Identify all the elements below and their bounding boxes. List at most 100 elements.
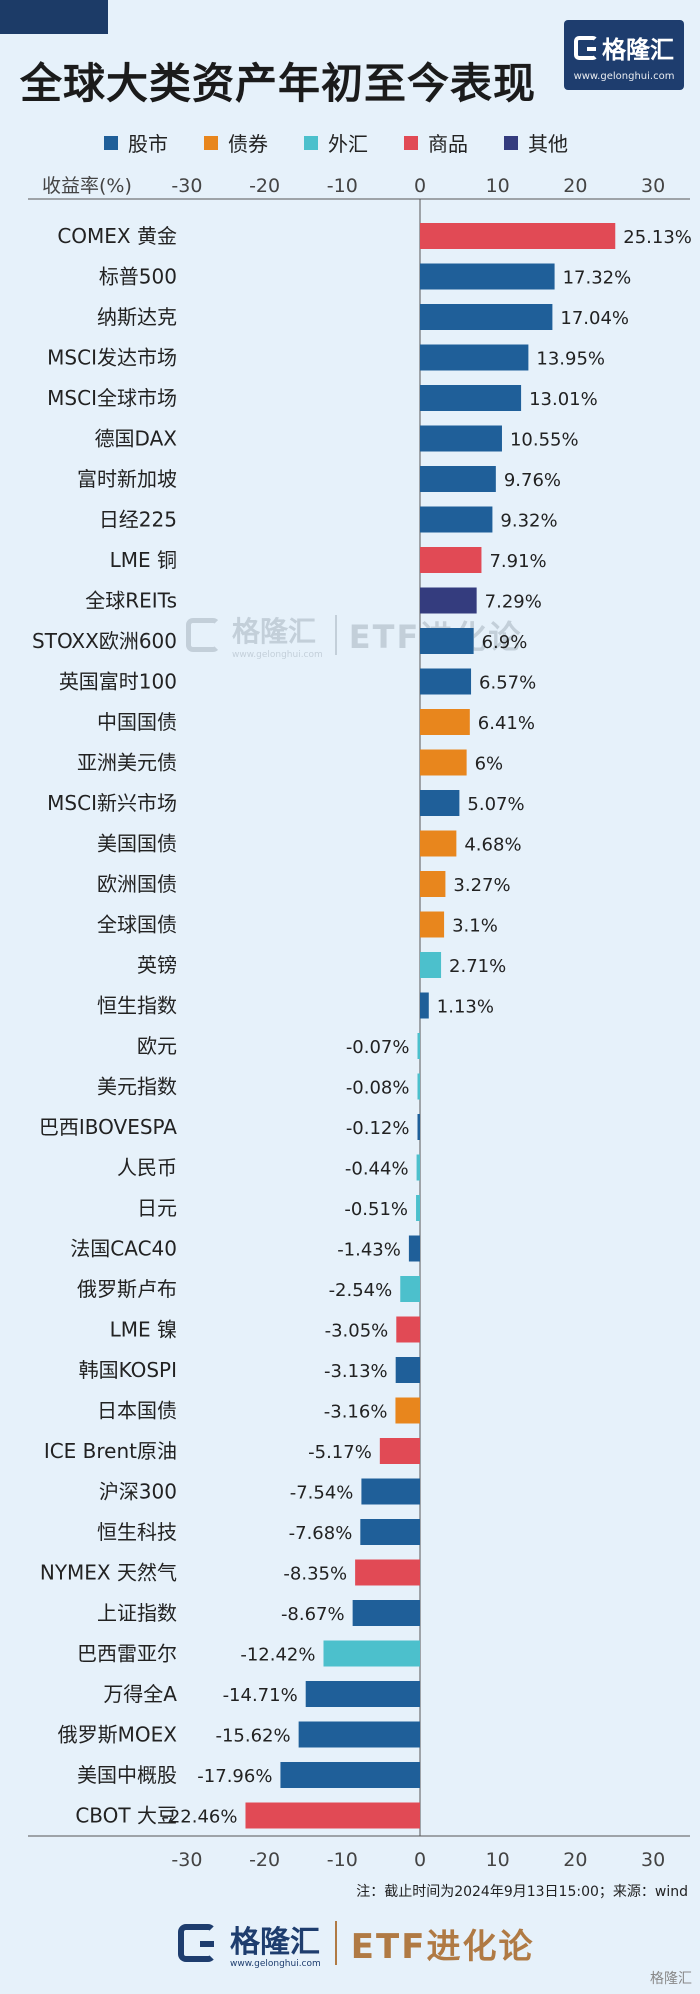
value-label: -0.51% [344,1199,408,1220]
tick-label-top: 10 [486,175,510,197]
value-label: -0.44% [345,1159,409,1180]
bar [420,790,460,816]
category-label: 美国国债 [97,832,177,856]
category-label: MSCI新兴市场 [47,791,177,815]
value-label: 7.29% [485,592,542,613]
bar [420,344,529,371]
bar [420,223,616,249]
tick-label-top: 0 [414,175,426,197]
bar [396,1316,420,1343]
legend-swatch [404,135,418,150]
category-label: CBOT 大豆 [75,1804,177,1828]
category-label: COMEX 黄金 [57,224,177,248]
category-label: 上证指数 [97,1601,177,1625]
bar [420,749,467,776]
category-label: MSCI全球市场 [47,386,177,410]
bar [420,304,553,330]
legend-item: 股市 [104,128,168,157]
bar [245,1802,420,1829]
value-label: -22.46% [162,1807,237,1828]
watermark-url: www.gelonghui.com [232,650,323,660]
value-label: 9.32% [500,511,557,532]
bar [420,263,555,290]
bar [360,1519,420,1545]
value-label: -0.07% [346,1037,410,1058]
bar [420,466,496,492]
bar [420,547,482,573]
category-label: 俄罗斯MOEX [58,1723,178,1747]
value-label: -3.13% [324,1361,388,1382]
bar [420,668,472,695]
category-label: 万得全A [103,1682,177,1706]
value-label: 7.91% [489,551,546,572]
value-label: 3.27% [453,875,510,896]
bar [420,587,477,614]
bar [408,1235,420,1262]
value-label: -8.67% [281,1604,345,1625]
tick-label-bottom: -10 [327,1849,358,1871]
category-label: 中国国债 [97,710,177,734]
value-label: 25.13% [623,227,692,248]
value-label: -17.96% [197,1766,272,1787]
category-label: LME 铜 [110,548,177,572]
legend-item: 债券 [204,128,268,157]
category-label: 欧元 [137,1034,177,1058]
value-label: -0.08% [346,1078,410,1099]
bar [420,992,429,1019]
legend-label: 债券 [228,132,268,156]
category-label: 沪深300 [99,1480,177,1504]
footer-etf-text: ETF进化论 [350,1926,535,1967]
legend-swatch [104,135,118,150]
bar [379,1438,420,1464]
value-label: 17.04% [560,308,629,329]
tick-label-top: -20 [249,175,280,197]
bar [420,506,493,533]
tick-label-top: 30 [641,175,665,197]
brand-logo: 格隆汇 www.gelonghui.com [564,20,684,90]
category-label: 英镑 [137,953,177,977]
value-label: 5.07% [467,794,524,815]
category-label: ICE Brent原油 [44,1439,177,1463]
value-label: -0.12% [346,1118,410,1139]
tick-label-bottom: -30 [171,1849,202,1871]
category-label: MSCI发达市场 [47,346,177,370]
category-label: 全球REITs [85,589,177,613]
footer-brand: 格隆汇 www.gelonghui.com ETF进化论 [178,1917,534,1969]
value-label: -5.17% [308,1442,372,1463]
top-accent-bar [0,0,108,34]
value-label: 1.13% [437,997,494,1018]
bar [417,1073,420,1100]
category-label: 美国中概股 [77,1763,177,1787]
value-label: -14.71% [223,1685,298,1706]
footer-divider [334,1921,337,1965]
footer-url: www.gelonghui.com [230,1959,321,1969]
legend-label: 外汇 [328,132,368,156]
category-label: 俄罗斯卢布 [77,1277,177,1301]
bar [305,1681,420,1707]
bar [420,628,474,654]
logo-url: www.gelonghui.com [573,71,675,82]
bar [420,385,522,411]
value-label: -8.35% [283,1564,347,1585]
y-axis-title: 收益率(%) [42,175,132,197]
category-label: 恒生科技 [97,1520,177,1544]
bar [420,425,502,452]
value-label: -1.43% [337,1240,401,1261]
tick-label-top: 20 [563,175,587,197]
category-label: 欧洲国债 [97,872,177,896]
bar [323,1640,420,1667]
tick-label-bottom: 0 [414,1849,426,1871]
value-label: 6.41% [478,713,535,734]
value-label: 13.95% [536,349,605,370]
page-title: 全球大类资产年初至今表现 [20,59,537,108]
tick-label-bottom: 10 [486,1849,510,1871]
bar [352,1600,420,1626]
category-label: 富时新加坡 [77,467,177,491]
category-label: NYMEX 天然气 [40,1561,177,1585]
bar [416,1154,420,1181]
tick-label-top: -30 [171,175,202,197]
bar [298,1721,420,1748]
category-label: 美元指数 [97,1075,177,1099]
category-label: 英国富时100 [59,670,177,694]
value-label: 6.57% [479,673,536,694]
